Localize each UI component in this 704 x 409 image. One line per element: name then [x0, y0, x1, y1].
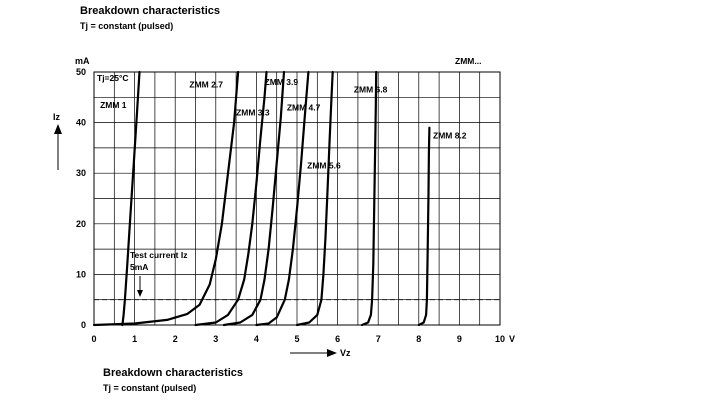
x-tick-label: 7 [376, 334, 381, 344]
x-tick-label: 5 [294, 334, 299, 344]
temperature-note: Tj=25°C [97, 73, 129, 83]
footer-subtitle: Tj = constant (pulsed) [103, 383, 197, 393]
series-label: ZMM 1 [100, 100, 127, 110]
series-line-zmm-3-3 [194, 70, 268, 327]
y-tick-label: 40 [76, 118, 86, 128]
x-axis-arrowhead [327, 349, 337, 357]
x-tick-label: 3 [213, 334, 218, 344]
series-label: ZMM 3.9 [265, 77, 299, 87]
series-line-zmm-5-6 [295, 70, 334, 327]
y-tick-label: 10 [76, 269, 86, 279]
y-axis-label: Iz [53, 112, 61, 122]
test-current-label: Test current Iz [130, 250, 187, 260]
series-line-zmm-3-9 [222, 70, 286, 327]
test-current-value: 5mA [130, 262, 148, 272]
x-tick-label: 9 [457, 334, 462, 344]
x-tick-label: 10 [495, 334, 505, 344]
series-label: ZMM 2.7 [189, 80, 223, 90]
y-tick-label: 0 [81, 320, 86, 330]
series-labels: ZMM 1 ZMM 2.7 ZMM 3.3 ZMM 3.9 ZMM 4.7 ZMM 5.6… [100, 77, 467, 170]
x-tick-label: 1 [132, 334, 137, 344]
series-label: ZMM 4.7 [287, 102, 321, 112]
y-unit-label: mA [75, 56, 90, 66]
x-tick-label: 4 [254, 334, 259, 344]
test-current-arrowhead [137, 290, 143, 297]
x-tick-label: 8 [416, 334, 421, 344]
annotations: Test current Iz 5mA Tj=25°C ZMM... [94, 56, 500, 301]
series-line-zmm-4-7 [255, 70, 310, 327]
y-axis-arrowhead [54, 124, 62, 134]
y-tick-label: 20 [76, 219, 86, 229]
series-line-zmm-6-8 [360, 70, 378, 327]
series-line-zmm-2-7 [92, 70, 240, 327]
series-line-zmm-8-2 [417, 126, 431, 327]
chart-subtitle: Tj = constant (pulsed) [80, 21, 174, 31]
x-tick-label: 0 [91, 334, 96, 344]
y-tick-label: 50 [76, 67, 86, 77]
y-tick-label: 30 [76, 168, 86, 178]
series-line-zmm-1 [121, 70, 141, 327]
x-unit-label: V [509, 334, 515, 344]
series-label: ZMM 3.3 [236, 107, 270, 117]
series-label: ZMM 6.8 [354, 85, 388, 95]
series-label: ZMM 8.2 [433, 130, 467, 140]
chart-title: Breakdown characteristics [80, 5, 221, 17]
series-curves [92, 70, 431, 327]
family-label: ZMM... [455, 56, 481, 66]
x-tick-label: 2 [173, 334, 178, 344]
x-axis-label: Vz [340, 348, 351, 358]
series-label: ZMM 5.6 [307, 161, 341, 171]
footer-title: Breakdown characteristics [103, 367, 244, 379]
x-tick-label: 6 [335, 334, 340, 344]
